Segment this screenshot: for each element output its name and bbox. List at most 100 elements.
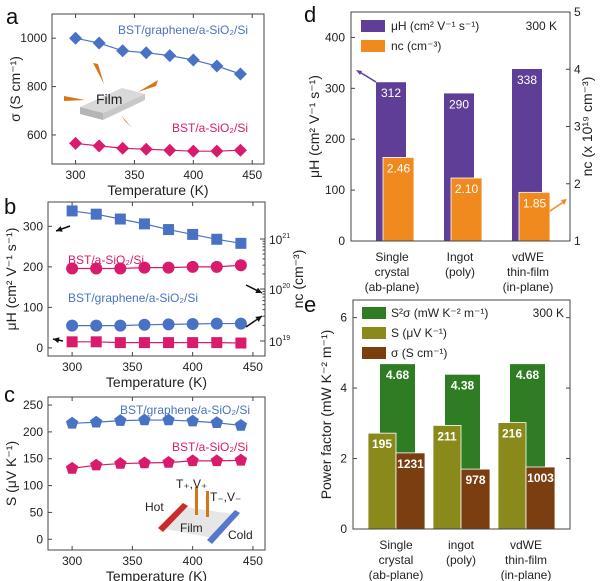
legend-swatch xyxy=(362,307,386,319)
bar-label: 195 xyxy=(372,437,392,451)
panel-d: 312 290 338 2.46 2.10 1.85 0 100 200 300 400 1 2 3 4 5 μ… xyxy=(304,2,595,294)
y-tick-label: 0 xyxy=(36,341,43,355)
data-point xyxy=(114,337,126,349)
y2-tick-label: 1019 xyxy=(269,335,290,349)
data-point xyxy=(116,141,130,155)
category-label: Ingot xyxy=(447,250,474,264)
hot-block xyxy=(158,503,188,532)
bar-nc xyxy=(450,177,483,242)
y2-axis-label: nc (x 10¹⁹ cm⁻³) xyxy=(579,77,595,177)
y2-axis-label: nc (cm⁻³) xyxy=(290,250,306,309)
data-point xyxy=(139,142,153,156)
probe-minus xyxy=(206,491,209,517)
panel-b: 300 350 400 450 0 100 200 300 Temperature (K) μH … xyxy=(3,194,306,390)
cold-block xyxy=(207,510,240,544)
plot-frame xyxy=(51,13,265,165)
data-point xyxy=(187,337,199,349)
data-point xyxy=(114,414,127,426)
film-label: Film xyxy=(180,521,203,535)
data-point xyxy=(186,454,199,467)
x-tick-label: 350 xyxy=(124,168,144,182)
data-point xyxy=(66,262,79,275)
data-point xyxy=(235,237,247,249)
data-point xyxy=(210,317,223,330)
y-tick-label: 300 xyxy=(325,81,345,95)
y-tick-label: 400 xyxy=(325,30,345,44)
panel-e: 4.68 4.38 4.68 195 211 216 1231 978 1003 0 2 4 6 Powe… xyxy=(304,292,571,581)
x-tick-label: 400 xyxy=(183,360,203,374)
panel-label: b xyxy=(4,194,16,219)
data-point xyxy=(139,46,153,60)
data-point xyxy=(234,419,248,431)
legend-label: σ (S cm⁻¹) xyxy=(391,346,447,360)
panel-label: e xyxy=(304,292,316,317)
data-point xyxy=(163,337,175,349)
data-point xyxy=(210,416,223,428)
film-label: Film xyxy=(96,91,122,107)
data-point xyxy=(186,144,200,158)
plot-frame xyxy=(47,396,266,551)
data-point xyxy=(69,31,83,45)
y2-tick-label: 1021 xyxy=(269,233,290,247)
legend-swatch xyxy=(361,20,385,32)
data-point xyxy=(66,205,78,217)
y-tick-label: 2 xyxy=(340,452,347,466)
y-tick-label: 200 xyxy=(23,260,43,274)
y-tick-label: 300 xyxy=(23,219,43,233)
bar-label: 211 xyxy=(437,429,457,443)
data-point xyxy=(66,336,78,348)
y-tick-label: 0 xyxy=(340,522,347,536)
bar-label: 4.68 xyxy=(516,368,540,382)
x-axis-label: Temperature (K) xyxy=(106,374,207,390)
y-tick-label: 100 xyxy=(23,300,43,314)
data-point xyxy=(234,453,248,466)
y-tick-label: 100 xyxy=(23,479,43,493)
data-point xyxy=(138,218,150,230)
hot-label: Hot xyxy=(145,500,164,514)
tplus-label: T₊,V₊ xyxy=(176,477,207,491)
probe xyxy=(138,80,158,92)
panel-c: 300 350 400 450 0 50 100 150 200 250 Temperature (… xyxy=(3,382,266,581)
tminus-label: T₋,V₋ xyxy=(210,490,241,504)
data-point xyxy=(234,259,247,272)
category-label: Single xyxy=(379,538,413,552)
bar-label: 338 xyxy=(517,73,537,87)
data-point xyxy=(90,262,103,275)
series-label: BST/graphene/a-SiO₂/Si xyxy=(120,403,250,417)
data-point xyxy=(138,261,151,274)
arrow-head xyxy=(356,70,362,75)
series-label: BST/a-SiO₂/Si xyxy=(68,253,144,267)
film-side xyxy=(80,107,103,120)
y2-tick-label: 2 xyxy=(574,177,581,191)
data-point xyxy=(211,233,223,245)
data-point xyxy=(210,59,224,73)
panel-label: c xyxy=(4,382,15,407)
probe xyxy=(93,63,104,84)
category-label: (in-plane) xyxy=(503,280,554,294)
data-point xyxy=(90,208,102,220)
bar-label: 978 xyxy=(465,473,485,487)
data-point xyxy=(138,337,150,349)
data-point xyxy=(186,260,199,273)
y-tick-label: 6 xyxy=(340,311,347,325)
arrow-head xyxy=(53,337,60,344)
data-point xyxy=(92,139,106,153)
data-point xyxy=(90,415,103,428)
data-point xyxy=(186,53,200,67)
data-point xyxy=(90,458,103,471)
temperature-annotation: 300 K xyxy=(526,19,557,33)
series-label: BST/a-SiO₂/Si xyxy=(172,440,248,454)
y2-tick-label: 1020 xyxy=(269,283,290,297)
data-point xyxy=(210,454,223,467)
y-tick-label: 1000 xyxy=(20,31,47,45)
data-point xyxy=(114,262,127,275)
y-axis-label: μH (cm² V⁻¹ s⁻¹) xyxy=(3,228,19,331)
category-label: crystal xyxy=(379,553,414,567)
data-point xyxy=(116,44,130,58)
panel-a: 300 350 400 450 600 800 1000 Temperature (K) σ (… xyxy=(6,4,265,198)
y-tick-label: 0 xyxy=(338,234,345,248)
y-tick-label: 0 xyxy=(36,532,43,546)
category-label: thin-film xyxy=(505,553,547,567)
y-axis-label: σ (S cm⁻¹) xyxy=(7,56,23,122)
